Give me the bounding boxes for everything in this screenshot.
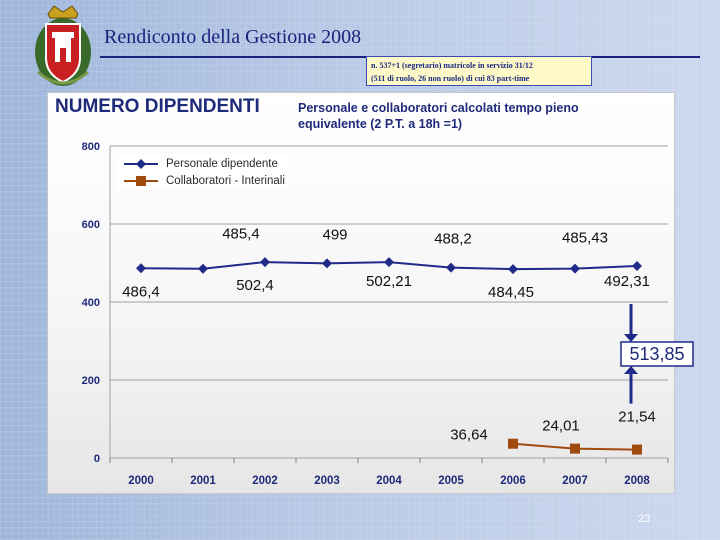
x-tick-2006: 2006 <box>500 475 526 487</box>
callout-arrow-up-head <box>624 366 638 374</box>
data-label-1-2004: 502,21 <box>366 273 412 290</box>
point-personale-2003 <box>322 258 332 269</box>
y-tick-800: 800 <box>82 141 100 153</box>
data-label-2-2006: 36,64 <box>450 427 488 444</box>
point-personale-2000 <box>136 263 146 274</box>
data-label-1-2007: 485,43 <box>562 230 608 247</box>
point-personale-2002 <box>260 257 270 268</box>
callout-arrow-down-head <box>624 334 638 342</box>
callout-group: 513,85 <box>620 303 694 404</box>
callout-value: 513,85 <box>629 344 684 364</box>
gridlines <box>109 145 669 463</box>
x-tick-labels: 2000 2001 2002 2003 2004 2005 2006 2007 2008 <box>128 475 650 487</box>
data-label-1-2002: 502,4 <box>236 277 274 294</box>
data-label-1-2003: 499 <box>322 226 347 243</box>
legend-swatch-square-icon <box>124 175 158 186</box>
data-label-1-2001: 485,4 <box>222 226 260 243</box>
data-label-2-2007: 24,01 <box>542 418 580 435</box>
data-label-1-2008: 492,31 <box>604 273 650 290</box>
chart-subtitle: Personale e collaboratori calcolati temp… <box>298 100 579 132</box>
point-personale-2004 <box>384 257 394 268</box>
data-label-1-2005: 488,2 <box>434 231 472 248</box>
chart-subtitle-line-1: Personale e collaboratori calcolati temp… <box>298 101 579 115</box>
point-collaboratori-2006 <box>508 438 518 449</box>
legend-label-collaboratori: Collaboratori - Interinali <box>166 174 285 187</box>
point-personale-2006 <box>508 264 518 275</box>
staff-note-box: n. 537+1 (segretario) matricole in servi… <box>366 56 592 86</box>
chart-subtitle-line-2: equivalente (2 P.T. a 18h =1) <box>298 117 463 131</box>
point-personale-2007 <box>570 263 580 274</box>
point-personale-2008 <box>632 260 642 271</box>
y-tick-labels: 0 200 400 600 800 <box>82 141 100 465</box>
note-line-2: (511 di ruolo, 26 non ruolo) di cui 83 p… <box>371 74 530 83</box>
y-tick-400: 400 <box>82 297 100 309</box>
point-personale-2005 <box>446 262 456 273</box>
y-tick-0: 0 <box>94 453 100 465</box>
data-label-2-2008: 21,54 <box>618 409 656 426</box>
x-tick-2000: 2000 <box>128 475 154 487</box>
chart-legend: Personale dipendente Collaboratori - Int… <box>118 154 289 190</box>
data-label-1-2000: 486,4 <box>122 283 160 300</box>
legend-swatch-diamond-icon <box>124 158 158 169</box>
legend-label-personale: Personale dipendente <box>166 157 278 170</box>
x-tick-2002: 2002 <box>252 475 278 487</box>
x-tick-2008: 2008 <box>624 475 650 487</box>
point-collaboratori-2007 <box>570 443 580 454</box>
point-personale-2001 <box>198 263 208 274</box>
x-tick-2001: 2001 <box>190 475 216 487</box>
data-label-1-2006: 484,45 <box>488 284 534 301</box>
y-tick-600: 600 <box>82 219 100 231</box>
legend-item-collaboratori: Collaboratori - Interinali <box>122 172 285 189</box>
y-tick-200: 200 <box>82 375 100 387</box>
legend-item-personale: Personale dipendente <box>122 155 285 172</box>
x-tick-2004: 2004 <box>376 475 402 487</box>
x-tick-2005: 2005 <box>438 475 464 487</box>
point-collaboratori-2008 <box>632 444 642 455</box>
x-tick-2003: 2003 <box>314 475 340 487</box>
x-tick-2007: 2007 <box>562 475 588 487</box>
data-labels: 486,4 485,4 502,4 499 502,21 488,2 484,45 485,4… <box>122 226 656 444</box>
city-crest-icon <box>35 5 91 86</box>
chart-title: NUMERO DIPENDENTI <box>55 96 260 117</box>
slide-title: Rendiconto della Gestione 2008 <box>104 26 362 48</box>
series-lines <box>136 257 642 455</box>
callout-box <box>620 341 694 367</box>
page-number: 23 <box>638 513 651 525</box>
note-line-1: n. 537+1 (segretario) matricole in servi… <box>371 61 533 70</box>
